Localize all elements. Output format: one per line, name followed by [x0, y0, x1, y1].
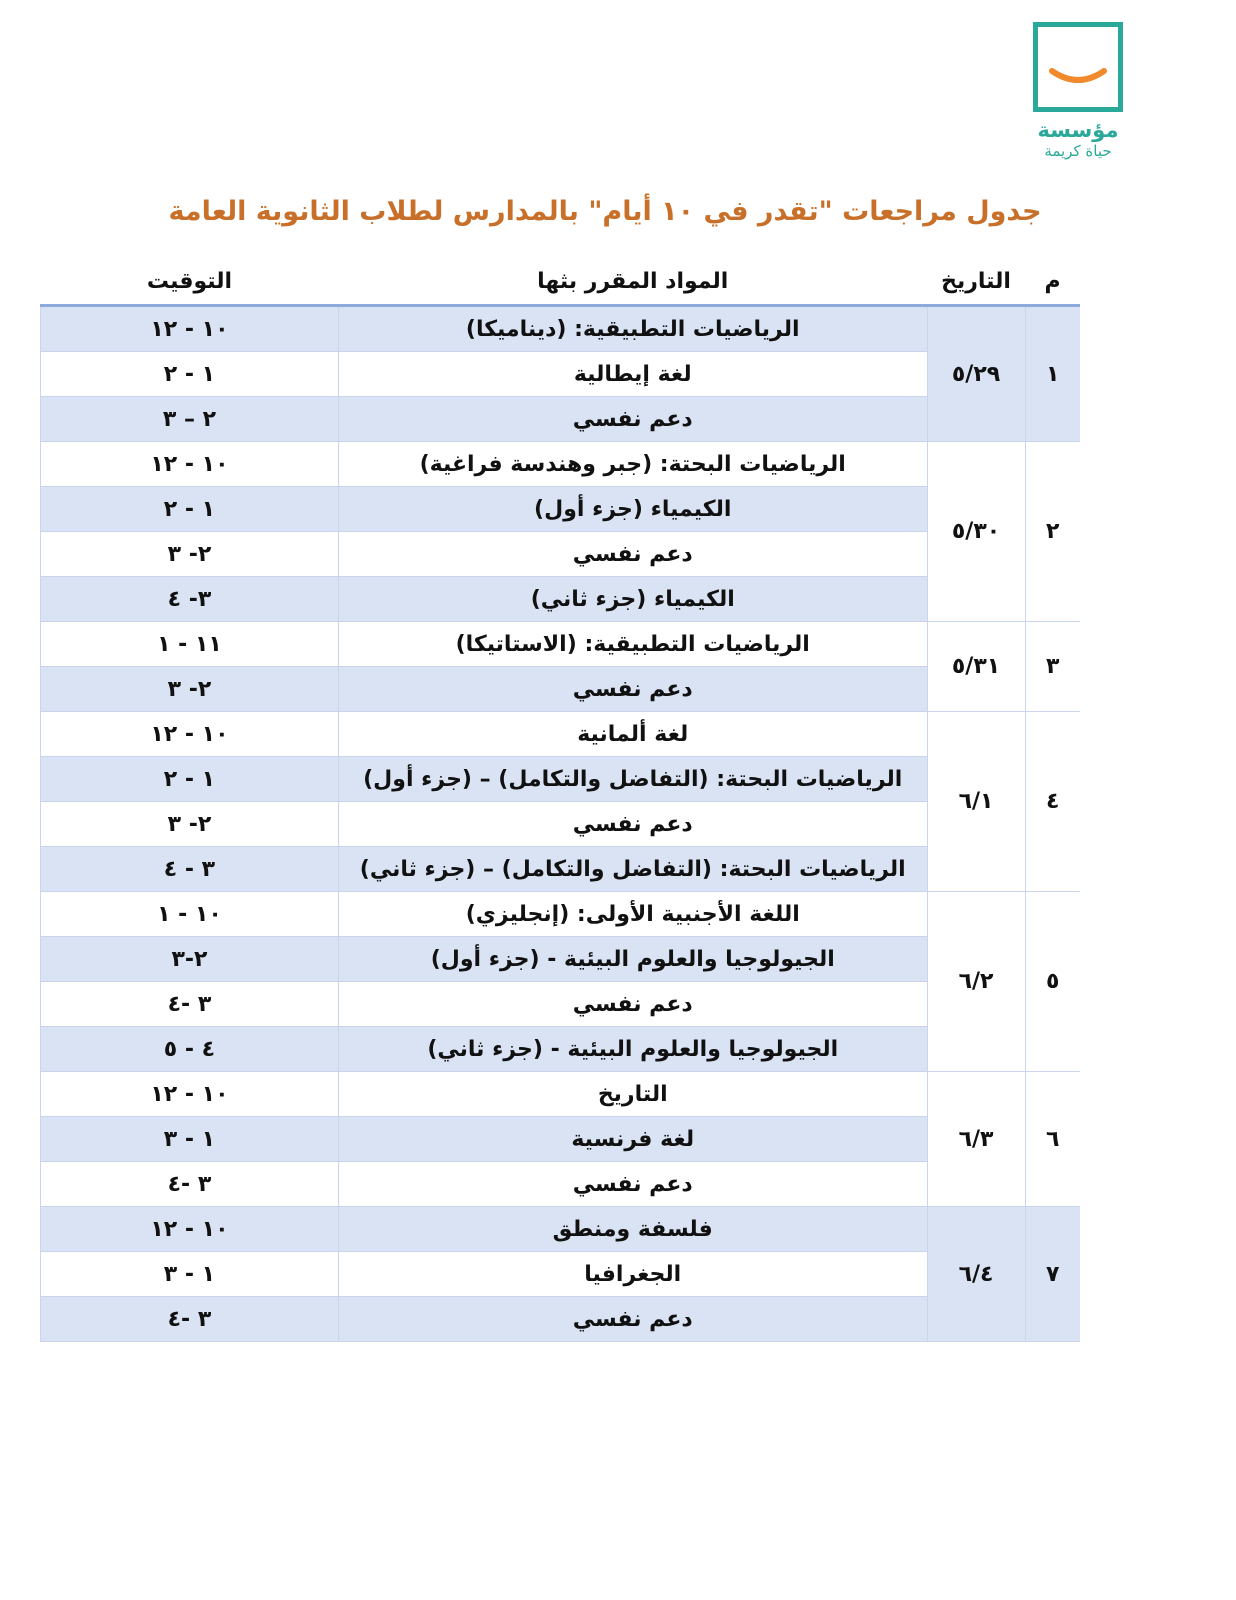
subject: الجغرافيا — [337, 1251, 928, 1297]
schedule-table: م التاريخ المواد المقرر بثها التوقيت ١ ٥/٢٩ ا… — [40, 258, 1080, 1342]
row-number: ٥ — [1024, 891, 1080, 1072]
date: ٦/١ — [926, 711, 1026, 892]
subject: الجيولوجيا والعلوم البيئية - (جزء ثاني) — [337, 1026, 928, 1072]
time: ١ - ٢ — [40, 351, 339, 397]
row-number: ٧ — [1024, 1206, 1080, 1342]
subject: لغة ألمانية — [337, 711, 928, 757]
subject: اللغة الأجنبية الأولى: (إنجليزي) — [337, 891, 928, 937]
subject: دعم نفسي — [337, 801, 928, 847]
logo-name: مؤسسة — [1037, 118, 1119, 142]
subject: دعم نفسي — [337, 396, 928, 442]
table-row: الجيولوجيا والعلوم البيئية - (جزء ثاني) ٤… — [40, 1026, 1081, 1072]
date: ٦/٣ — [926, 1071, 1026, 1207]
time: ١١ - ١ — [40, 621, 339, 667]
table-row: دعم نفسي ٢ – ٣ — [40, 396, 1081, 442]
time: ١٠ - ١٢ — [40, 711, 339, 757]
time: ١٠ - ١٢ — [40, 305, 339, 352]
subject: الرياضيات البحتة: (جبر وهندسة فراغية) — [337, 441, 928, 487]
time: ١ - ٣ — [40, 1251, 339, 1297]
time: ٢- ٣ — [40, 666, 339, 712]
table-row: دعم نفسي ٣ -٤ — [40, 1296, 1081, 1342]
table-row: ٥ ٦/٢ اللغة الأجنبية الأولى: (إنجليزي) ١٠ -… — [40, 891, 1080, 1072]
table-row: الرياضيات البحتة: (التفاضل والتكامل) – (… — [40, 756, 1081, 802]
date: ٥/٣١ — [926, 621, 1026, 712]
table-row: دعم نفسي ٢- ٣ — [40, 801, 1081, 847]
table-row: دعم نفسي ٢- ٣ — [40, 531, 1081, 577]
time: ٣ -٤ — [40, 981, 339, 1027]
subject: لغة إيطالية — [337, 351, 928, 397]
subject: الكيمياء (جزء ثاني) — [337, 576, 928, 622]
table-row: لغة إيطالية ١ - ٢ — [40, 351, 1081, 397]
table-row: ٣ ٥/٣١ الرياضيات التطبيقية: (الاستاتيكا) ١١… — [40, 621, 1080, 712]
header-cell: التاريخ — [927, 258, 1026, 307]
date: ٦/٢ — [926, 891, 1026, 1072]
row-number: ٦ — [1024, 1071, 1080, 1207]
subject: دعم نفسي — [337, 981, 928, 1027]
time: ٣ -٤ — [40, 1161, 339, 1207]
time: ٢-٣ — [40, 936, 339, 982]
table-row: ٧ ٦/٤ فلسفة ومنطق ١٠ - ١٢ — [40, 1206, 1080, 1342]
subject: دعم نفسي — [337, 531, 928, 577]
time: ٢- ٣ — [40, 801, 339, 847]
logo: مؤسسة حياة كريمة — [1030, 22, 1126, 160]
title: جدول مراجعات "تقدر في ١٠ أيام" بالمدارس … — [168, 196, 1042, 227]
date: ٥/٣٠ — [926, 441, 1026, 622]
subject: الرياضيات البحتة: (التفاضل والتكامل) – (… — [337, 846, 928, 892]
time: ١٠ - ١٢ — [40, 1071, 339, 1117]
table-row: ٢ ٥/٣٠ الرياضيات البحتة: (جبر وهندسة فراغي… — [40, 441, 1080, 622]
time: ٣ - ٤ — [40, 846, 339, 892]
subject: الرياضيات البحتة: (التفاضل والتكامل) – (… — [337, 756, 928, 802]
table-row: دعم نفسي ٢- ٣ — [40, 666, 1081, 712]
row-number: ١ — [1024, 305, 1080, 442]
subject: دعم نفسي — [337, 1161, 928, 1207]
time: ٤ - ٥ — [40, 1026, 339, 1072]
date: ٥/٢٩ — [926, 305, 1026, 442]
time: ٣- ٤ — [40, 576, 339, 622]
subject: الجيولوجيا والعلوم البيئية - (جزء أول) — [337, 936, 928, 982]
subject: التاريخ — [337, 1071, 928, 1117]
row-number: ٤ — [1024, 711, 1080, 892]
time: ١٠ - ١ — [40, 891, 339, 937]
row-number: ٢ — [1024, 441, 1080, 622]
time: ٢- ٣ — [40, 531, 339, 577]
time: ١ - ٣ — [40, 1116, 339, 1162]
table-row: الجيولوجيا والعلوم البيئية - (جزء أول) ٢-… — [40, 936, 1081, 982]
time: ٣ -٤ — [40, 1296, 339, 1342]
header-row: م التاريخ المواد المقرر بثها التوقيت — [40, 258, 1080, 307]
time: ١ - ٢ — [40, 486, 339, 532]
table-row: دعم نفسي ٣ -٤ — [40, 1161, 1081, 1207]
subject: دعم نفسي — [337, 1296, 928, 1342]
header-cell: المواد المقرر بثها — [338, 258, 928, 307]
header-cell: م — [1025, 258, 1080, 307]
time: ٢ – ٣ — [40, 396, 339, 442]
time: ١٠ - ١٢ — [40, 441, 339, 487]
table-row: دعم نفسي ٣ -٤ — [40, 981, 1081, 1027]
table-row: ٦ ٦/٣ التاريخ ١٠ - ١٢ — [40, 1071, 1080, 1207]
header-cell: التوقيت — [40, 258, 339, 307]
subject: دعم نفسي — [337, 666, 928, 712]
subject: لغة فرنسية — [337, 1116, 928, 1162]
subject: الرياضيات التطبيقية: (الاستاتيكا) — [337, 621, 928, 667]
table-row: لغة فرنسية ١ - ٣ — [40, 1116, 1081, 1162]
logo-frame — [1033, 22, 1123, 112]
logo-subtitle: حياة كريمة — [1044, 142, 1112, 160]
table-row: الرياضيات البحتة: (التفاضل والتكامل) – (… — [40, 846, 1081, 892]
subject: الرياضيات التطبيقية: (ديناميكا) — [337, 305, 928, 352]
table-row: الكيمياء (جزء ثاني) ٣- ٤ — [40, 576, 1081, 622]
logo-smile — [1049, 68, 1107, 83]
row-number: ٣ — [1024, 621, 1080, 712]
table-row: ١ ٥/٢٩ الرياضيات التطبيقية: (ديناميكا) ١٠ -… — [40, 305, 1080, 442]
subject: فلسفة ومنطق — [337, 1206, 928, 1252]
subject: الكيمياء (جزء أول) — [337, 486, 928, 532]
table-row: الجغرافيا ١ - ٣ — [40, 1251, 1081, 1297]
table-row: ٤ ٦/١ لغة ألمانية ١٠ - ١٢ — [40, 711, 1080, 892]
time: ١ - ٢ — [40, 756, 339, 802]
table-row: الكيمياء (جزء أول) ١ - ٢ — [40, 486, 1081, 532]
date: ٦/٤ — [926, 1206, 1026, 1342]
time: ١٠ - ١٢ — [40, 1206, 339, 1252]
